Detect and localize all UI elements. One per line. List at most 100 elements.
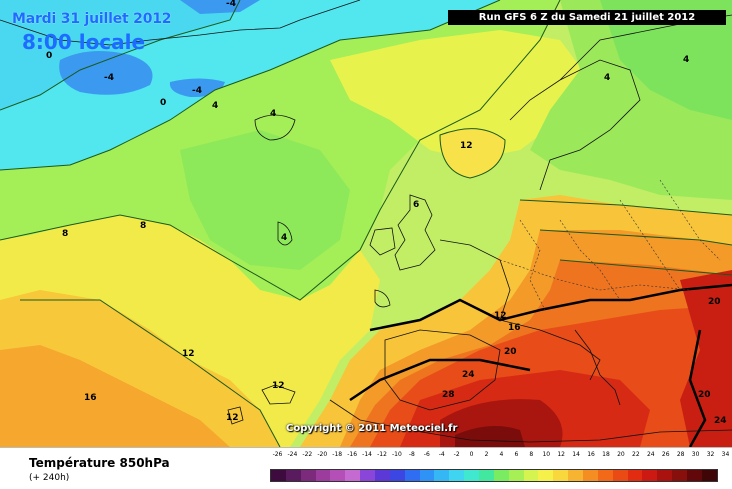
scale-tick-label: -24 — [287, 451, 298, 458]
east-hot — [680, 270, 732, 447]
scale-swatch — [538, 470, 554, 481]
scale-tick-label: 14 — [572, 451, 580, 458]
scale-swatch — [419, 470, 435, 481]
scale-swatch — [360, 470, 376, 481]
legend-subtitle: (+ 240h) — [29, 473, 70, 483]
iso-label: 4 — [683, 55, 689, 65]
copyright-notice: Copyright © 2011 Meteociel.fr — [286, 423, 458, 434]
scale-tick-label: 32 — [706, 451, 715, 458]
legend-title: Température 850hPa — [29, 456, 170, 470]
isotherm-lines — [0, 0, 732, 447]
scale-tick-label: 4 — [499, 451, 504, 458]
scale-swatch — [612, 470, 628, 481]
scale-swatch — [508, 470, 524, 481]
iso-label: 12 — [460, 141, 473, 151]
isotherm-labels: -4 -4 -4 0 0 4 4 4 4 8 8 12 12 12 12 12 … — [46, 0, 727, 426]
scale-swatch — [642, 470, 658, 481]
scale-swatch — [300, 470, 316, 481]
country-borders — [499, 179, 721, 311]
scale-swatch — [583, 470, 598, 481]
iso-label: 20 — [698, 390, 711, 400]
cold-pocket-blue — [59, 51, 153, 95]
scale-tick-label: -18 — [332, 451, 343, 458]
iso-label: 12 — [272, 381, 285, 391]
scale-tick-label: -22 — [302, 451, 313, 458]
scale-tick-label: 16 — [587, 451, 595, 458]
scale-tick-labels: -26 -24 -22 -20 -18 -16 -14 -12 -10 -8 -6 -4 -2 0 2 4 6 8… — [270, 451, 730, 461]
forecast-date: Mardi 31 juillet 2012 — [12, 11, 172, 27]
iso-label: 12 — [226, 413, 239, 423]
iso-label: 4 — [281, 233, 287, 243]
warm-pocket-12 — [440, 128, 505, 178]
scale-tick-label: 2 — [484, 451, 489, 458]
hotspot-core — [455, 426, 525, 447]
iso-label: 12 — [494, 311, 507, 321]
iso-label: 0 — [160, 98, 166, 108]
north-sea-yellow — [330, 30, 590, 160]
iso-label: 8 — [62, 229, 68, 239]
iso-label: 8 — [140, 221, 146, 231]
scale-tick-label: 34 — [721, 451, 730, 458]
iso-label: 4 — [604, 73, 610, 83]
scale-swatch — [553, 470, 569, 481]
scale-swatch — [479, 470, 494, 481]
iso-label: 4 — [212, 101, 218, 111]
temperature-map: -4 -4 -4 0 0 4 4 4 4 8 8 12 12 12 12 12 … — [0, 0, 732, 447]
iso-label: -4 — [192, 86, 202, 96]
scale-tick-label: -14 — [362, 451, 372, 458]
scale-swatch — [315, 470, 331, 481]
map-canvas: -4 -4 -4 0 0 4 4 4 4 8 8 12 12 12 12 12 … — [0, 0, 732, 447]
scale-tick-label: -20 — [317, 451, 328, 458]
scale-swatch — [375, 470, 390, 481]
iso-label: 16 — [84, 393, 97, 403]
scale-swatches — [270, 469, 718, 482]
iso-label: 6 — [413, 200, 419, 210]
iso-label: -4 — [226, 0, 236, 9]
scale-swatch — [449, 470, 465, 481]
scale-swatch — [389, 470, 405, 481]
scale-tick-label: 24 — [646, 451, 655, 458]
scale-tick-label: 30 — [691, 451, 700, 458]
scale-tick-label: 26 — [661, 451, 670, 458]
scale-tick-label: -4 — [438, 451, 445, 458]
iso-label: 24 — [714, 416, 727, 426]
scale-swatch — [345, 470, 361, 481]
scale-tick-label: 0 — [469, 451, 474, 458]
cold-pocket-top — [180, 0, 260, 14]
scale-tick-label: -10 — [392, 451, 402, 458]
scale-tick-label: -26 — [272, 451, 283, 458]
isotherm-20-bold — [369, 283, 732, 332]
scale-swatch — [330, 470, 346, 481]
scale-tick-label: 6 — [514, 451, 519, 458]
subtropical-orange-2 — [0, 345, 230, 447]
scale-tick-label: -12 — [377, 451, 387, 458]
scale-tick-label: 12 — [557, 451, 565, 458]
atlantic-green — [180, 130, 350, 270]
scale-swatch — [404, 470, 420, 481]
coastlines — [0, 0, 732, 443]
scale-tick-label: -8 — [408, 451, 415, 458]
scale-swatch — [464, 470, 480, 481]
color-scale: -26 -24 -22 -20 -18 -16 -14 -12 -10 -8 -6 -4 -2 0 2 4 6 8… — [270, 451, 730, 487]
iso-label: 28 — [442, 390, 455, 400]
iso-label: 4 — [270, 109, 276, 119]
scale-tick-label: -2 — [453, 451, 460, 458]
iso-label: 20 — [708, 297, 721, 307]
iso-label: 16 — [508, 323, 521, 333]
run-banner: Run GFS 6 Z du Samedi 21 juillet 2012 — [448, 10, 726, 25]
scale-tick-label: 8 — [529, 451, 534, 458]
scale-swatch — [672, 470, 688, 481]
iso-label: 24 — [462, 370, 475, 380]
scale-tick-label: 20 — [617, 451, 625, 458]
forecast-time: 8:00 locale — [22, 30, 146, 54]
scale-swatch — [523, 470, 539, 481]
scale-swatch — [493, 470, 509, 481]
scale-swatch — [657, 470, 673, 481]
scale-swatch — [285, 470, 301, 481]
scale-tick-label: 28 — [676, 451, 685, 458]
iso-label: 12 — [182, 349, 195, 359]
iso-label: -4 — [104, 73, 114, 83]
scale-swatch — [568, 470, 584, 481]
iso-label: 20 — [504, 347, 517, 357]
